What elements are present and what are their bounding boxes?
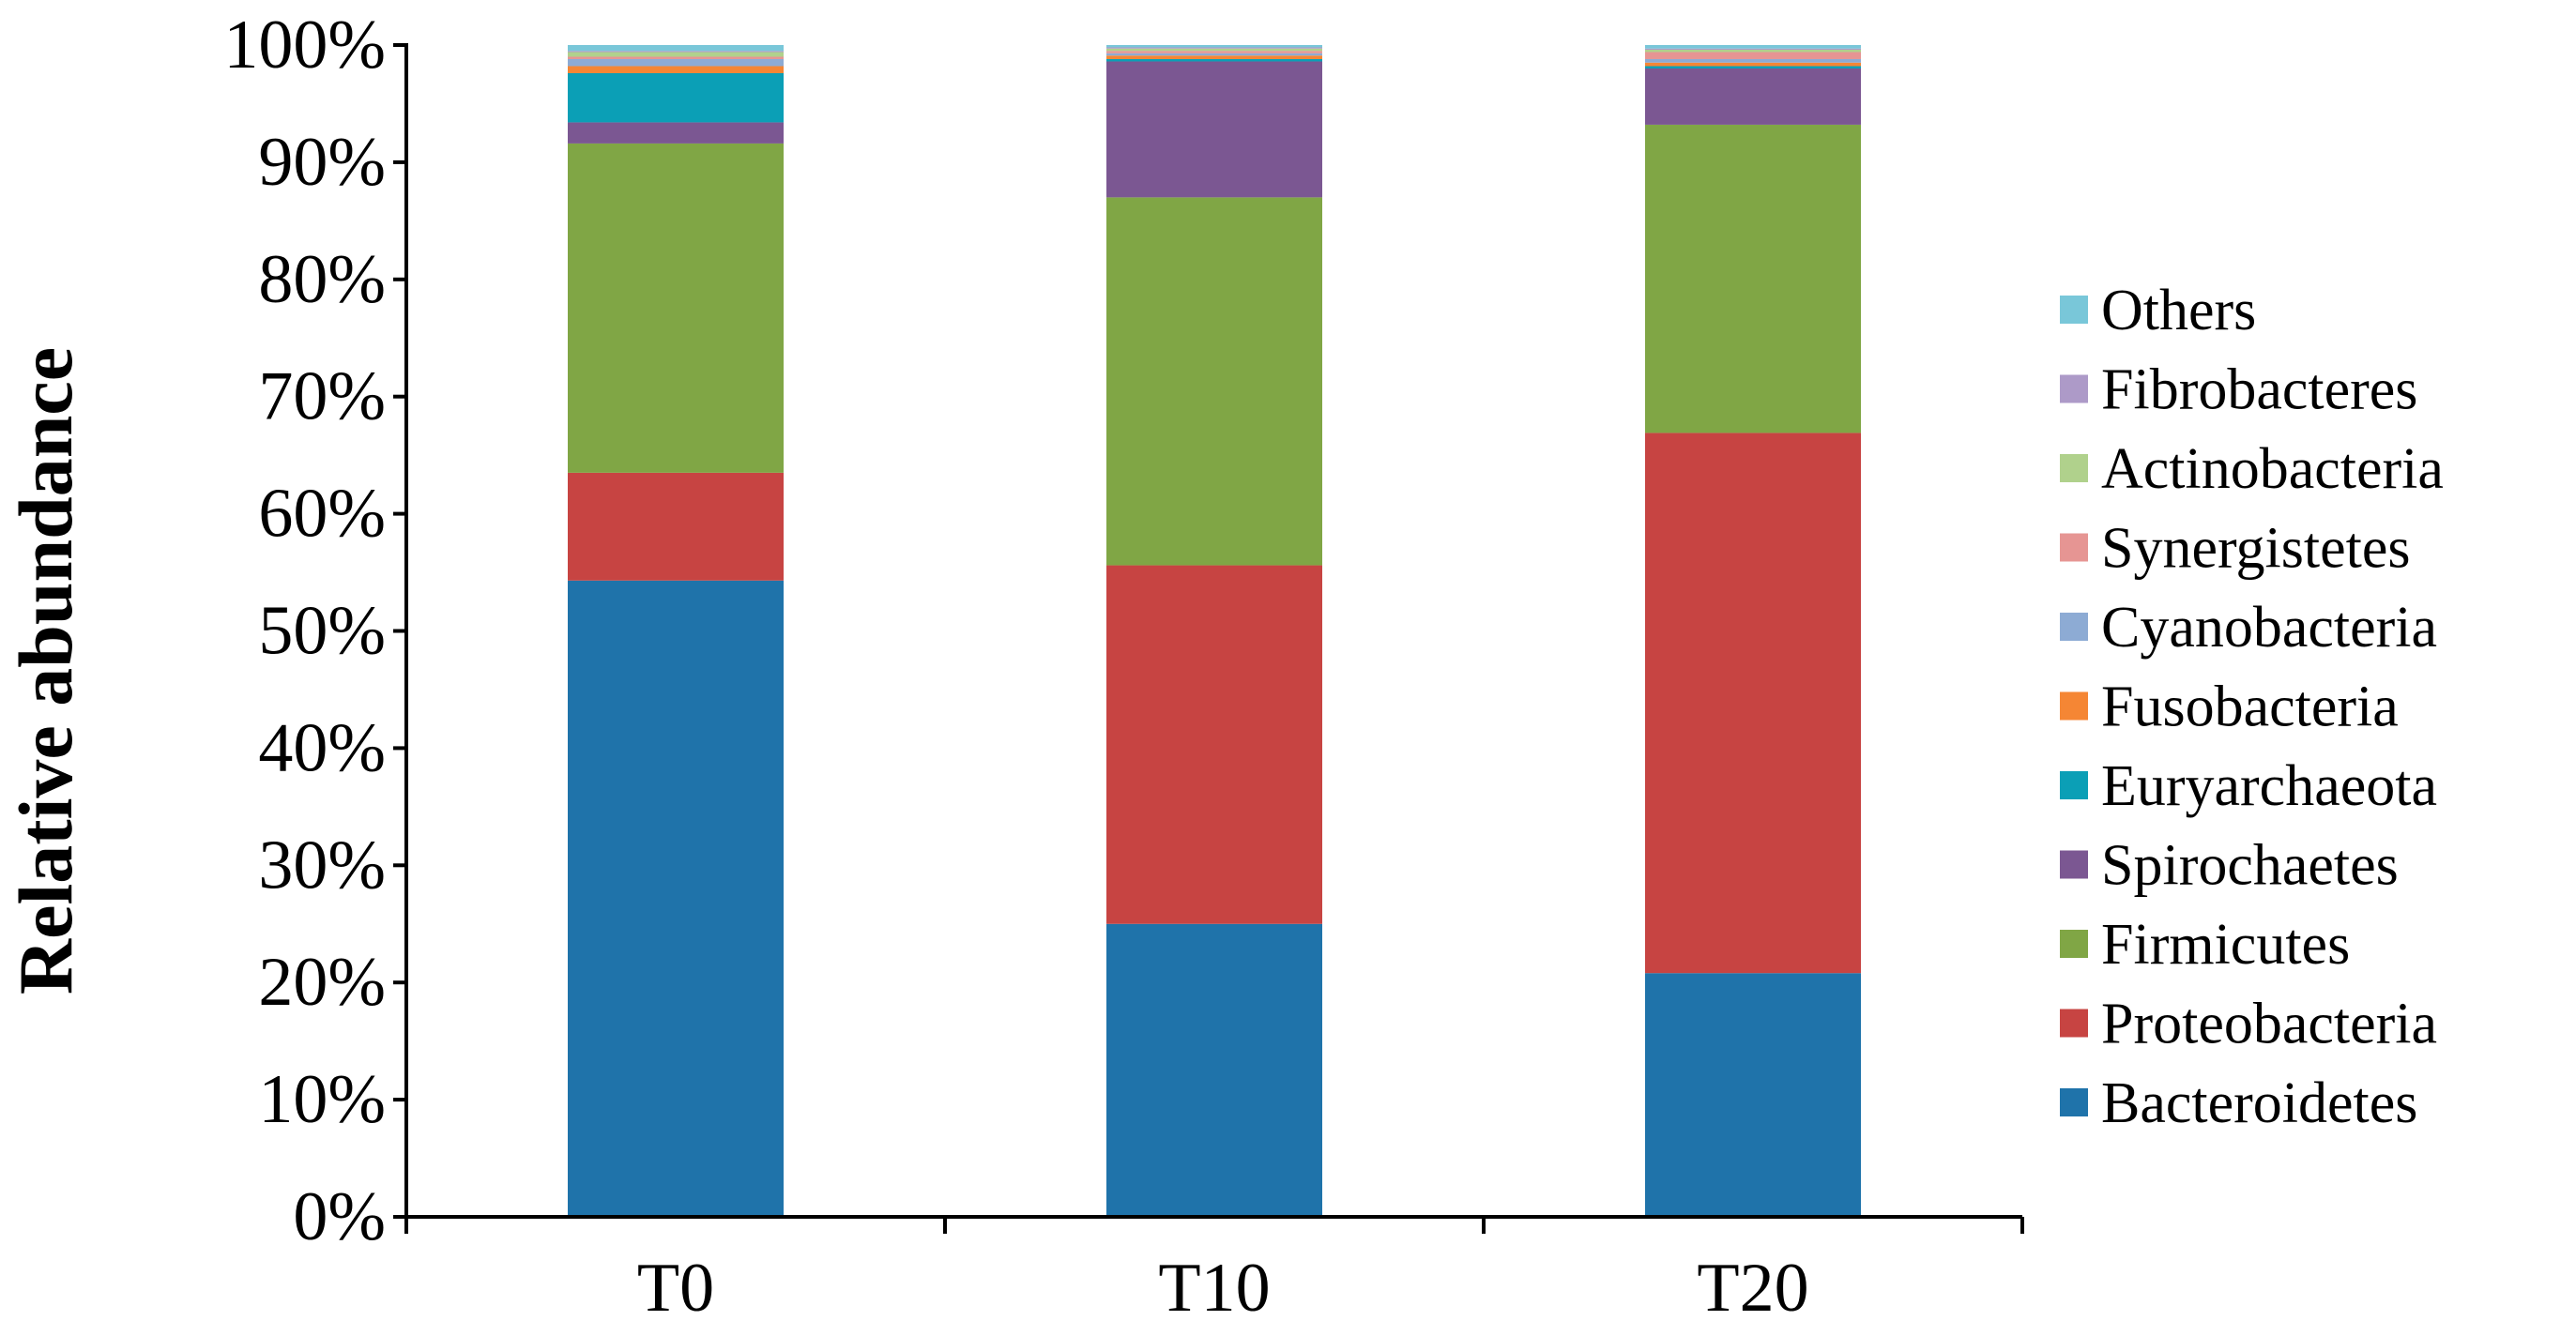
bar-segment-t20-bacteroidetes bbox=[1645, 973, 1861, 1217]
bar-segment-t20-cyanobacteria bbox=[1645, 58, 1861, 63]
legend-label-cyanobacteria: Cyanobacteria bbox=[2101, 596, 2437, 660]
bar-segment-t20-others bbox=[1645, 45, 1861, 49]
bar-segment-t0-euryarchaeota bbox=[568, 72, 784, 123]
legend-swatch-proteobacteria bbox=[2060, 1009, 2088, 1038]
legend-label-spirochaetes: Spirochaetes bbox=[2101, 834, 2399, 898]
bar-segment-t20-firmicutes bbox=[1645, 124, 1861, 433]
y-tick-label: 40% bbox=[258, 709, 386, 786]
y-tick-label: 80% bbox=[258, 241, 386, 318]
legend-swatch-euryarchaeota bbox=[2060, 771, 2088, 799]
legend-swatch-actinobacteria bbox=[2060, 454, 2088, 482]
bar-segment-t0-fibrobacteres bbox=[568, 51, 784, 53]
bar-segment-t0-cyanobacteria bbox=[568, 58, 784, 67]
legend-label-actinobacteria: Actinobacteria bbox=[2101, 437, 2444, 501]
bar-segment-t10-euryarchaeota bbox=[1106, 58, 1322, 62]
bar-segment-t20-proteobacteria bbox=[1645, 433, 1861, 974]
bar-segment-t10-fibrobacteres bbox=[1106, 47, 1322, 49]
y-tick-label: 20% bbox=[258, 944, 386, 1021]
bar-segment-t0-proteobacteria bbox=[568, 472, 784, 581]
bar-segment-t0-fusobacteria bbox=[568, 66, 784, 73]
legend-swatch-synergistetes bbox=[2060, 533, 2088, 562]
legend-label-euryarchaeota: Euryarchaeota bbox=[2101, 754, 2437, 818]
bar-segment-t0-bacteroidetes bbox=[568, 580, 784, 1217]
y-tick-label: 30% bbox=[258, 827, 386, 903]
bar-segment-t10-firmicutes bbox=[1106, 197, 1322, 566]
bar-segment-t10-cyanobacteria bbox=[1106, 53, 1322, 56]
bar-segment-t10-proteobacteria bbox=[1106, 565, 1322, 924]
bar-segment-t0-synergistetes bbox=[568, 56, 784, 59]
bar-segment-t20-fibrobacteres bbox=[1645, 48, 1861, 50]
bar-segment-t0-spirochaetes bbox=[568, 122, 784, 144]
legend-label-others: Others bbox=[2101, 279, 2256, 342]
y-tick-label: 10% bbox=[258, 1061, 386, 1138]
legend-label-bacteroidetes: Bacteroidetes bbox=[2101, 1071, 2417, 1135]
bar-segment-t10-others bbox=[1106, 45, 1322, 48]
legend-label-fibrobacteres: Fibrobacteres bbox=[2101, 358, 2417, 422]
bar-segment-t0-actinobacteria bbox=[568, 52, 784, 57]
legend-swatch-others bbox=[2060, 296, 2088, 324]
y-tick-label: 100% bbox=[223, 7, 386, 84]
bar-segment-t20-fusobacteria bbox=[1645, 62, 1861, 67]
bar-segment-t10-bacteroidetes bbox=[1106, 923, 1322, 1217]
x-tick-label: T20 bbox=[1697, 1250, 1808, 1327]
axes-layer: 0% 10% 20% 30% 40% 50% 60% 70% 80% 90% 100% T0 T10 T2… bbox=[223, 7, 2024, 1327]
bar-segment-t0-firmicutes bbox=[568, 143, 784, 473]
y-tick-label: 90% bbox=[258, 124, 386, 201]
legend-label-fusobacteria: Fusobacteria bbox=[2101, 676, 2399, 739]
bars-layer bbox=[568, 45, 1861, 1217]
x-tick-label: T10 bbox=[1158, 1250, 1270, 1327]
bar-segment-t0-others bbox=[568, 45, 784, 52]
y-axis-title: Relative abundance bbox=[3, 347, 88, 994]
legend-swatch-cyanobacteria bbox=[2060, 613, 2088, 641]
y-tick-label: 0% bbox=[293, 1178, 386, 1255]
y-tick-label: 70% bbox=[258, 358, 386, 435]
legend-label-proteobacteria: Proteobacteria bbox=[2101, 993, 2437, 1056]
legend-swatch-fibrobacteres bbox=[2060, 374, 2088, 403]
bar-segment-t20-actinobacteria bbox=[1645, 49, 1861, 53]
bar-segment-t20-euryarchaeota bbox=[1645, 66, 1861, 68]
bar-segment-t10-spirochaetes bbox=[1106, 61, 1322, 198]
legend-swatch-spirochaetes bbox=[2060, 850, 2088, 879]
x-tick-label: T0 bbox=[637, 1250, 714, 1327]
y-tick-label: 60% bbox=[258, 476, 386, 553]
bar-segment-t20-spirochaetes bbox=[1645, 68, 1861, 125]
y-tick-label: 50% bbox=[258, 593, 386, 670]
legend-label-synergistetes: Synergistetes bbox=[2101, 517, 2411, 581]
bar-segment-t10-fusobacteria bbox=[1106, 55, 1322, 59]
legend-label-firmicutes: Firmicutes bbox=[2101, 913, 2350, 977]
legend: Others Fibrobacteres Actinobacteria Synergi… bbox=[2060, 279, 2444, 1135]
legend-swatch-fusobacteria bbox=[2060, 691, 2088, 721]
bar-segment-t20-synergistetes bbox=[1645, 52, 1861, 59]
legend-swatch-firmicutes bbox=[2060, 930, 2088, 958]
bar-segment-t10-synergistetes bbox=[1106, 51, 1322, 53]
bar-segment-t10-actinobacteria bbox=[1106, 48, 1322, 52]
legend-swatch-bacteroidetes bbox=[2060, 1088, 2088, 1116]
